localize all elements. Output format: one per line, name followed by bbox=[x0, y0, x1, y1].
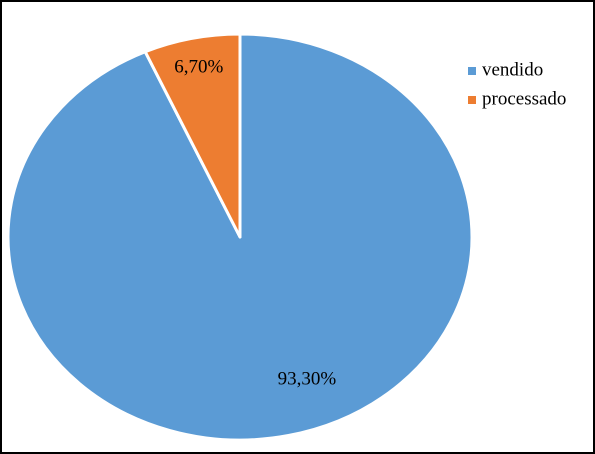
pie-slice bbox=[143, 32, 242, 239]
data-label: 93,30% bbox=[278, 368, 337, 389]
data-label: 6,70% bbox=[174, 57, 223, 78]
legend-swatch bbox=[468, 96, 476, 104]
legend-label: vendido bbox=[482, 59, 543, 80]
legend-swatch bbox=[468, 67, 476, 75]
legend-label: processado bbox=[482, 88, 566, 109]
